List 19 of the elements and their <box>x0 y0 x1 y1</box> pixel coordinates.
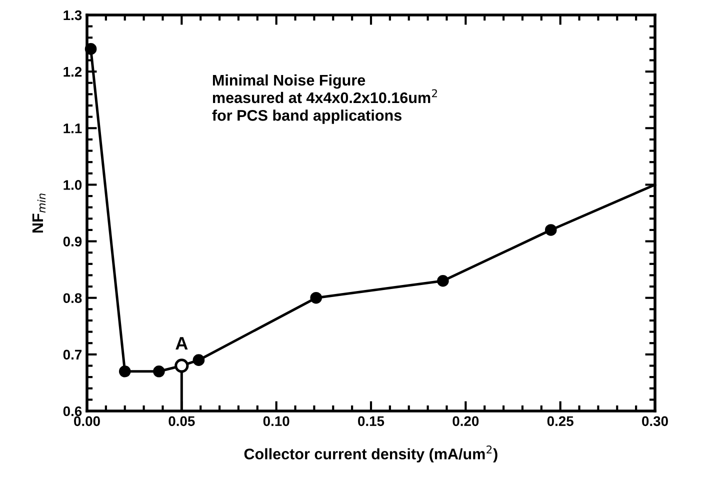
y-tick-label: 0.6 <box>63 406 82 416</box>
x-tick-label: 0.05 <box>168 416 195 426</box>
y-tick-label: 1.3 <box>64 10 82 20</box>
x-tick-label: 0.30 <box>642 416 668 426</box>
annotation: A <box>176 337 188 350</box>
y-axis-title: NF$_{min}$ <box>32 194 46 233</box>
text: Minimal Noise Figure measured at 4x4x0.2x10.16um$^{2}$ for PCS band applications <box>212 74 437 124</box>
y-tick-label: 1.0 <box>64 180 82 190</box>
y-tick-label: 0.8 <box>63 293 82 304</box>
y-tick-label: 0.7 <box>63 350 82 360</box>
x-tick-label: 0.00 <box>74 416 100 426</box>
x-tick-label: 0.25 <box>547 416 574 426</box>
y-tick-label: 1.2 <box>64 66 82 77</box>
y-tick-label: 0.9 <box>63 236 82 246</box>
x-tick-label: 0.20 <box>452 416 479 426</box>
y-tick-label: 1.1 <box>64 124 82 134</box>
x-tick-label: 0.10 <box>263 416 290 426</box>
x-axis-title: Collector current density (mA/um$^{2}$) <box>244 445 498 462</box>
x-tick-label: 0.15 <box>358 416 384 426</box>
